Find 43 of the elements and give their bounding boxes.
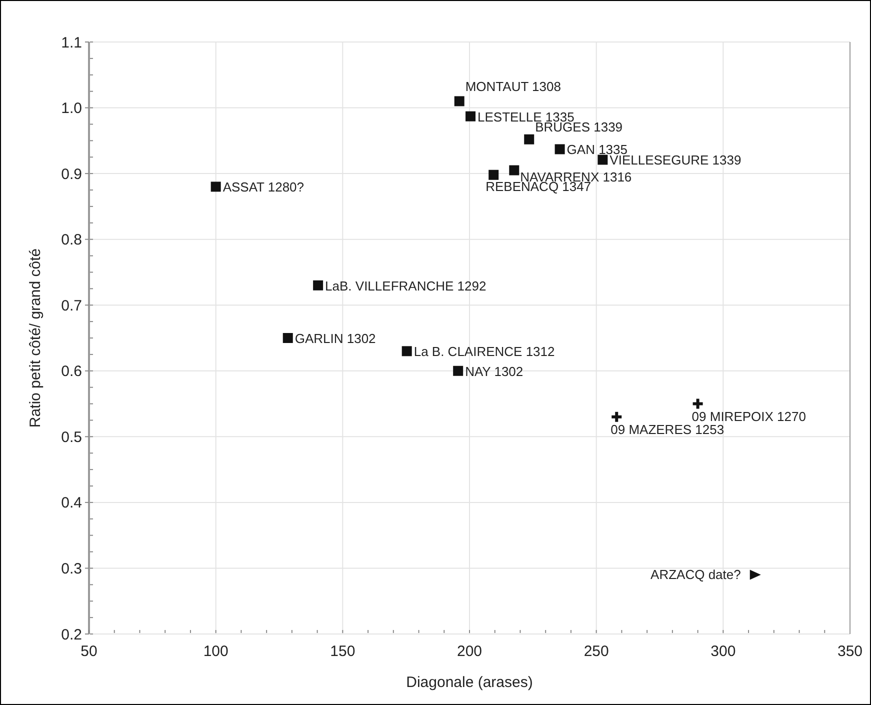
x-axis-title: Diagonale (arases) — [406, 674, 533, 691]
point — [453, 366, 464, 376]
point — [610, 410, 624, 424]
x-tick-label: 350 — [837, 643, 863, 660]
annotation: La B. CLAIRENCE 1312 — [414, 344, 555, 360]
annotation: ARZACQ date? — [650, 566, 741, 582]
point — [488, 170, 499, 180]
point — [466, 111, 476, 122]
point — [282, 333, 293, 343]
x-tick-label: 300 — [710, 643, 736, 660]
y-tick-label: 0.4 — [61, 494, 82, 512]
y-tick-label: 0.3 — [61, 560, 82, 578]
x-tick-label: 250 — [584, 643, 609, 660]
x-tick-label: 200 — [456, 643, 482, 660]
annotation: 09 MAZERES 1253 — [610, 422, 724, 437]
y-tick-label: 0.9 — [61, 166, 82, 183]
x-tick-label: 150 — [330, 643, 356, 660]
point — [402, 346, 412, 356]
annotation: MONTAUT 1308 — [465, 79, 561, 94]
point — [454, 96, 464, 106]
annotation: 09 MIREPOIX 1270 — [692, 408, 806, 424]
point — [313, 280, 324, 290]
point — [210, 182, 221, 192]
point — [524, 134, 534, 144]
point — [598, 154, 608, 165]
y-tick-label: 0.5 — [61, 428, 82, 446]
y-tick-label: 0.2 — [61, 626, 82, 644]
annotation: LaB. VILLEFRANCHE 1292 — [325, 278, 486, 294]
x-tick-label: 100 — [203, 643, 228, 660]
point — [509, 165, 520, 176]
annotation: NAY 1302 — [465, 364, 524, 379]
y-tick-label: 1.1 — [61, 34, 82, 52]
x-tick-label: 50 — [80, 643, 98, 660]
y-tick-label: 0.7 — [61, 297, 82, 314]
y-axis-title: Ratio petit côté/ grand côté — [27, 248, 44, 428]
point — [691, 397, 704, 410]
y-tick-label: 0.8 — [61, 232, 82, 249]
point — [750, 570, 761, 580]
point — [554, 144, 565, 154]
annotation: ASSAT 1280? — [222, 180, 304, 195]
annotation: GARLIN 1302 — [294, 331, 376, 346]
y-tick-label: 1.0 — [61, 100, 82, 118]
y-tick-label: 0.6 — [61, 363, 82, 380]
